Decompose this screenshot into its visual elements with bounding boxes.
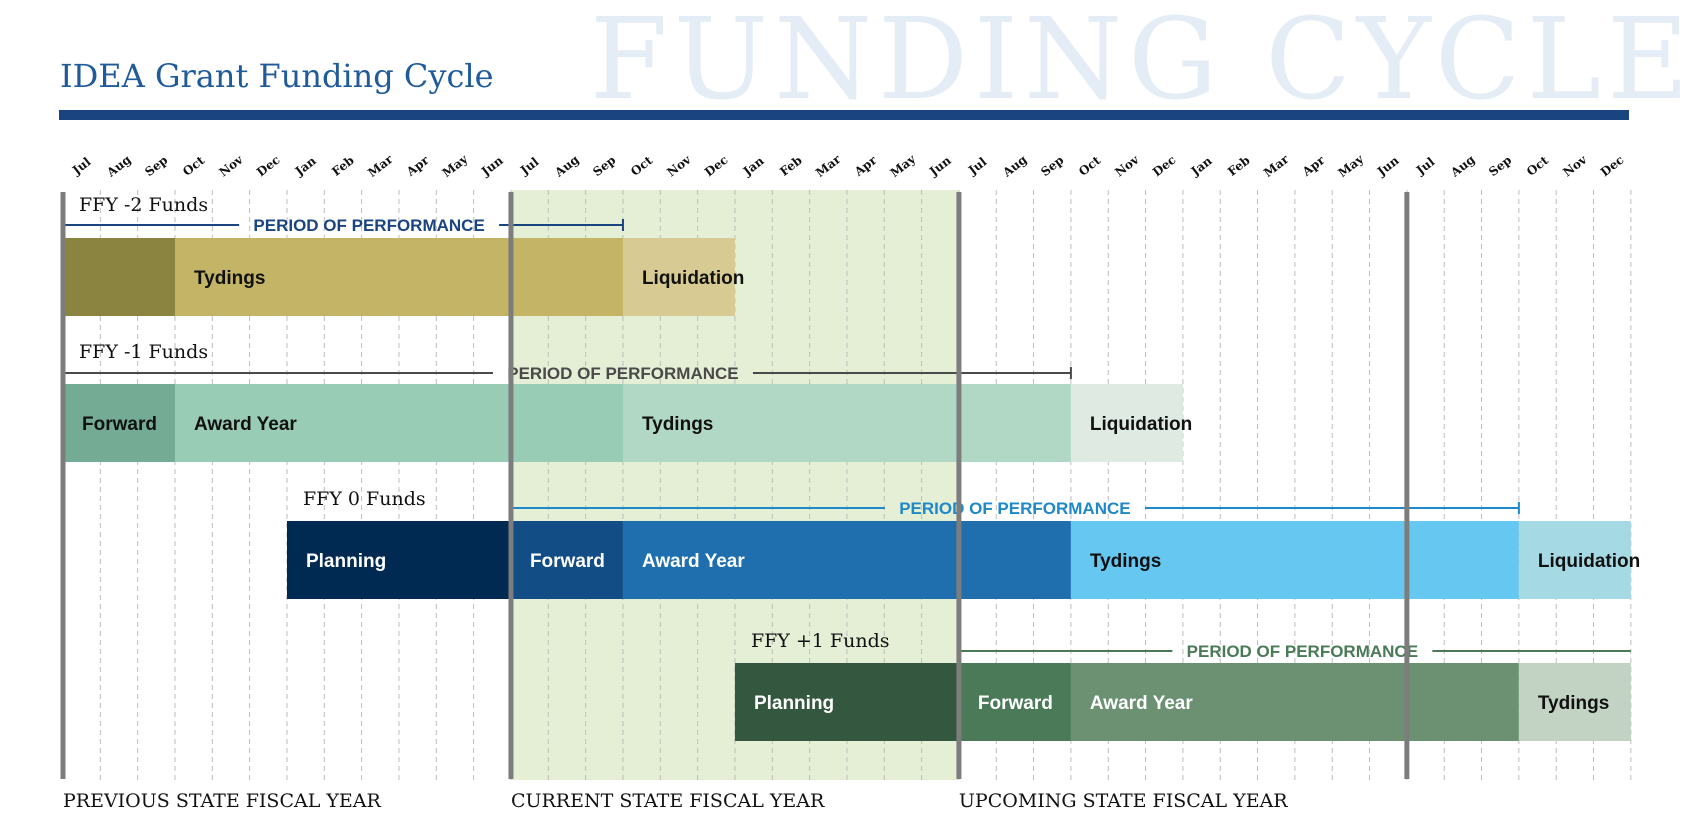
month-label: Jun — [926, 153, 954, 179]
month-label: Mar — [1261, 152, 1292, 180]
month-label: Oct — [1076, 153, 1103, 179]
phase-label: Tydings — [194, 268, 265, 289]
phase-bar — [174, 238, 623, 316]
phase-bar — [1518, 521, 1631, 599]
pop-label: PERIOD OF PERFORMANCE — [507, 364, 738, 383]
phase-label: Tydings — [642, 414, 713, 435]
phase-bar — [622, 384, 1071, 462]
month-label: Jan — [740, 153, 767, 178]
month-label: May — [440, 151, 472, 180]
month-label: Jul — [69, 154, 94, 178]
phase-bar — [622, 238, 735, 316]
phase-bar — [1070, 521, 1519, 599]
month-label: Dec — [1598, 153, 1627, 180]
fund-row: Planning Forward Award Year Tydings FFY +1 F… — [734, 630, 1631, 741]
month-label: Oct — [628, 153, 655, 179]
phase-bar — [1518, 663, 1631, 741]
phase-label: Forward — [978, 693, 1053, 714]
month-label: Feb — [1225, 153, 1252, 179]
month-label: Aug — [1447, 152, 1478, 180]
page-title: IDEA Grant Funding Cycle — [60, 57, 494, 95]
month-label: Nov — [664, 152, 694, 180]
phase-bar — [174, 384, 623, 462]
pop-label: PERIOD OF PERFORMANCE — [253, 216, 484, 235]
phase-bar — [1070, 384, 1183, 462]
phase-label: Award Year — [642, 551, 745, 572]
phase-bar — [286, 521, 511, 599]
fund-label: FFY -1 Funds — [79, 341, 208, 363]
month-label: Apr — [403, 153, 432, 180]
fiscal-year-label: CURRENT STATE FISCAL YEAR — [511, 790, 825, 812]
phase-label: Liquidation — [1090, 414, 1192, 435]
fund-row: Planning Forward Award Year Tydings Liquidat… — [286, 488, 1640, 599]
fiscal-year-label: UPCOMING STATE FISCAL YEAR — [959, 790, 1288, 812]
month-label: Dec — [702, 153, 731, 180]
month-label: Aug — [103, 152, 134, 180]
month-label: Nov — [1112, 152, 1142, 180]
month-label: Nov — [1560, 152, 1590, 180]
phase-bar — [1070, 663, 1519, 741]
fund-label: FFY -2 Funds — [79, 194, 208, 216]
pop-label: PERIOD OF PERFORMANCE — [1187, 642, 1418, 661]
phase-label: Award Year — [1090, 693, 1193, 714]
pop-label: PERIOD OF PERFORMANCE — [899, 499, 1130, 518]
month-label: Sep — [590, 153, 618, 179]
watermark-title: FUNDING CYCLE — [590, 0, 1683, 125]
fund-row: Forward Award Year Tydings Liquidation FFY -… — [63, 341, 1192, 462]
month-label: Mar — [365, 152, 396, 180]
phase-label: Award Year — [194, 414, 297, 435]
month-label: Feb — [777, 153, 804, 179]
month-label: Feb — [329, 153, 356, 179]
phase-bar — [510, 521, 623, 599]
phase-bar — [63, 238, 175, 316]
month-label: Nov — [216, 152, 246, 180]
phase-bar — [734, 663, 959, 741]
month-label: Aug — [551, 152, 582, 180]
month-label: Oct — [180, 153, 207, 179]
fiscal-year-label: PREVIOUS STATE FISCAL YEAR — [63, 790, 381, 812]
fund-row: Tydings Liquidation FFY -2 Funds PERIOD OF … — [63, 194, 744, 316]
title-rule — [59, 110, 1629, 120]
month-label: Jul — [965, 154, 990, 178]
phase-label: Planning — [754, 693, 834, 714]
phase-label: Tydings — [1090, 551, 1161, 572]
month-label: Mar — [813, 152, 844, 180]
phase-bar — [958, 663, 1071, 741]
phase-label: Forward — [530, 551, 605, 572]
month-label: Jun — [1374, 153, 1402, 179]
phase-bar — [622, 521, 1071, 599]
month-label: Dec — [1150, 153, 1179, 180]
phase-label: Planning — [306, 551, 386, 572]
month-label: Apr — [851, 153, 880, 180]
month-label: Jun — [478, 153, 506, 179]
month-label: Jul — [1413, 154, 1438, 178]
month-label: May — [888, 151, 920, 180]
phase-bar — [63, 384, 175, 462]
fund-label: FFY 0 Funds — [303, 488, 426, 510]
month-label: Jul — [517, 154, 542, 178]
month-label: Jan — [1188, 153, 1215, 178]
month-label: Jan — [292, 153, 319, 178]
month-label: Dec — [254, 153, 283, 180]
month-label: Oct — [1524, 153, 1551, 179]
phase-label: Liquidation — [642, 268, 744, 289]
month-label: May — [1336, 151, 1368, 180]
month-label: Sep — [1038, 153, 1066, 179]
phase-label: Tydings — [1538, 693, 1609, 714]
fund-label: FFY +1 Funds — [751, 630, 890, 652]
month-label: Apr — [1299, 153, 1328, 180]
month-label: Sep — [142, 153, 170, 179]
phase-label: Liquidation — [1538, 551, 1640, 572]
month-label: Aug — [999, 152, 1030, 180]
month-label: Sep — [1486, 153, 1514, 179]
phase-label: Forward — [82, 414, 157, 435]
